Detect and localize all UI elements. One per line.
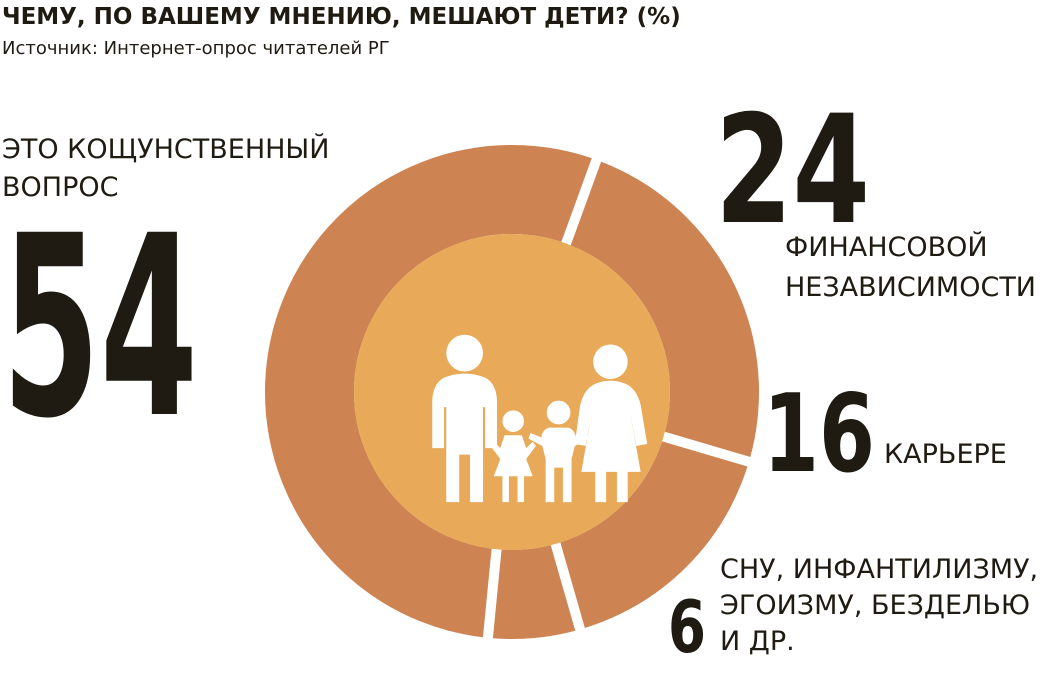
value-label-career: 16 [763, 372, 875, 497]
category-label-blasphemous-question: ЭТО КОЩУНСТВЕННЫЙ ВОПРОС [2, 133, 329, 203]
label-line-2: ЭГОИЗМУ, БЕЗДЕЛЬЮ [720, 590, 1030, 621]
slice-separator-2 [658, 430, 755, 468]
category-label-career: КАРЬЕРЕ [884, 439, 1007, 470]
label-line-3: И ДР. [720, 626, 795, 657]
slice-separator-1 [559, 154, 603, 249]
category-label-sleep-infantilism: СНУ, ИНФАНТИЛИЗМУ, ЭГОИЗМУ, БЕЗДЕЛЬЮ И ДР. [720, 554, 1038, 657]
value-label-financial-independence: 24 [715, 84, 870, 258]
donut-ring [265, 145, 759, 639]
chart-title: ЧЕМУ, ПО ВАШЕМУ МНЕНИЮ, МЕШАЮТ ДЕТИ? (%) [2, 4, 681, 30]
slice-separator-3 [549, 538, 586, 635]
label-line-1: ФИНАНСОВОЙ [785, 231, 988, 263]
donut-slices [265, 145, 759, 643]
slice-separator-4 [482, 544, 502, 643]
label-line-1: КАРЬЕРЕ [884, 439, 1007, 470]
value-label-sleep-infantilism: 6 [668, 585, 706, 669]
value-label-blasphemous-question: 54 [2, 182, 198, 473]
chart-source: Источник: Интернет-опрос читателей РГ [2, 38, 390, 59]
family-icon [432, 334, 648, 503]
label-line-1: ЭТО КОЩУНСТВЕННЫЙ [2, 133, 329, 165]
category-label-financial-independence: ФИНАНСОВОЙ НЕЗАВИСИМОСТИ [785, 231, 1036, 303]
label-line-1: СНУ, ИНФАНТИЛИЗМУ, [720, 554, 1038, 585]
label-line-2: НЕЗАВИСИМОСТИ [785, 272, 1036, 303]
label-line-2: ВОПРОС [2, 172, 118, 203]
